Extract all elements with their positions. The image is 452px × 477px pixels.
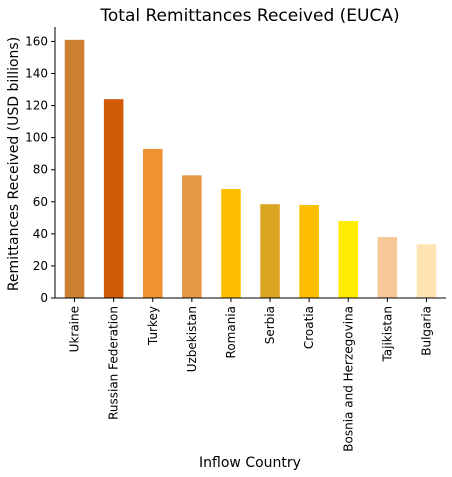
x-tick-label: Russian Federation [107,306,121,420]
y-tick-label: 100 [25,131,48,145]
y-axis: 0 20 40 60 80 100 120 140 160 [25,34,55,305]
bar [338,221,359,298]
x-tick-label: Uzbekistan [185,306,199,372]
y-tick-label: 120 [25,99,48,113]
bar [260,204,280,298]
y-tick-label: 0 [40,291,48,305]
y-tick-label: 80 [33,163,48,177]
x-tick-label: Ukraine [68,306,82,352]
x-tick-label: Bosnia and Herzegovina [341,306,355,452]
chart-title: Total Remittances Received (EUCA) [99,6,399,26]
bar [142,148,163,298]
y-tick-label: 140 [25,67,48,81]
y-axis-title: Remittances Received (USD billions) [6,37,22,291]
y-tick-label: 40 [33,227,48,241]
y-tick-label: 60 [33,195,48,209]
x-tick-label: Serbia [263,306,277,344]
bar [377,237,398,298]
bar [103,99,124,298]
bar [221,188,241,298]
bar [299,204,319,298]
bars [64,39,437,299]
x-tick-label: Croatia [302,306,316,349]
bar [416,244,437,298]
bar [182,175,202,298]
x-axis-title: Inflow Country [199,455,301,471]
bar [64,39,85,299]
y-tick-label: 20 [33,259,48,273]
x-axis: Ukraine Russian Federation Turkey Uzbekista… [68,298,433,452]
x-tick-label: Romania [224,306,238,358]
y-tick-label: 160 [25,34,48,48]
x-tick-label: Bulgaria [419,306,433,356]
x-tick-label: Turkey [146,306,160,346]
x-tick-label: Tajikistan [380,306,394,363]
